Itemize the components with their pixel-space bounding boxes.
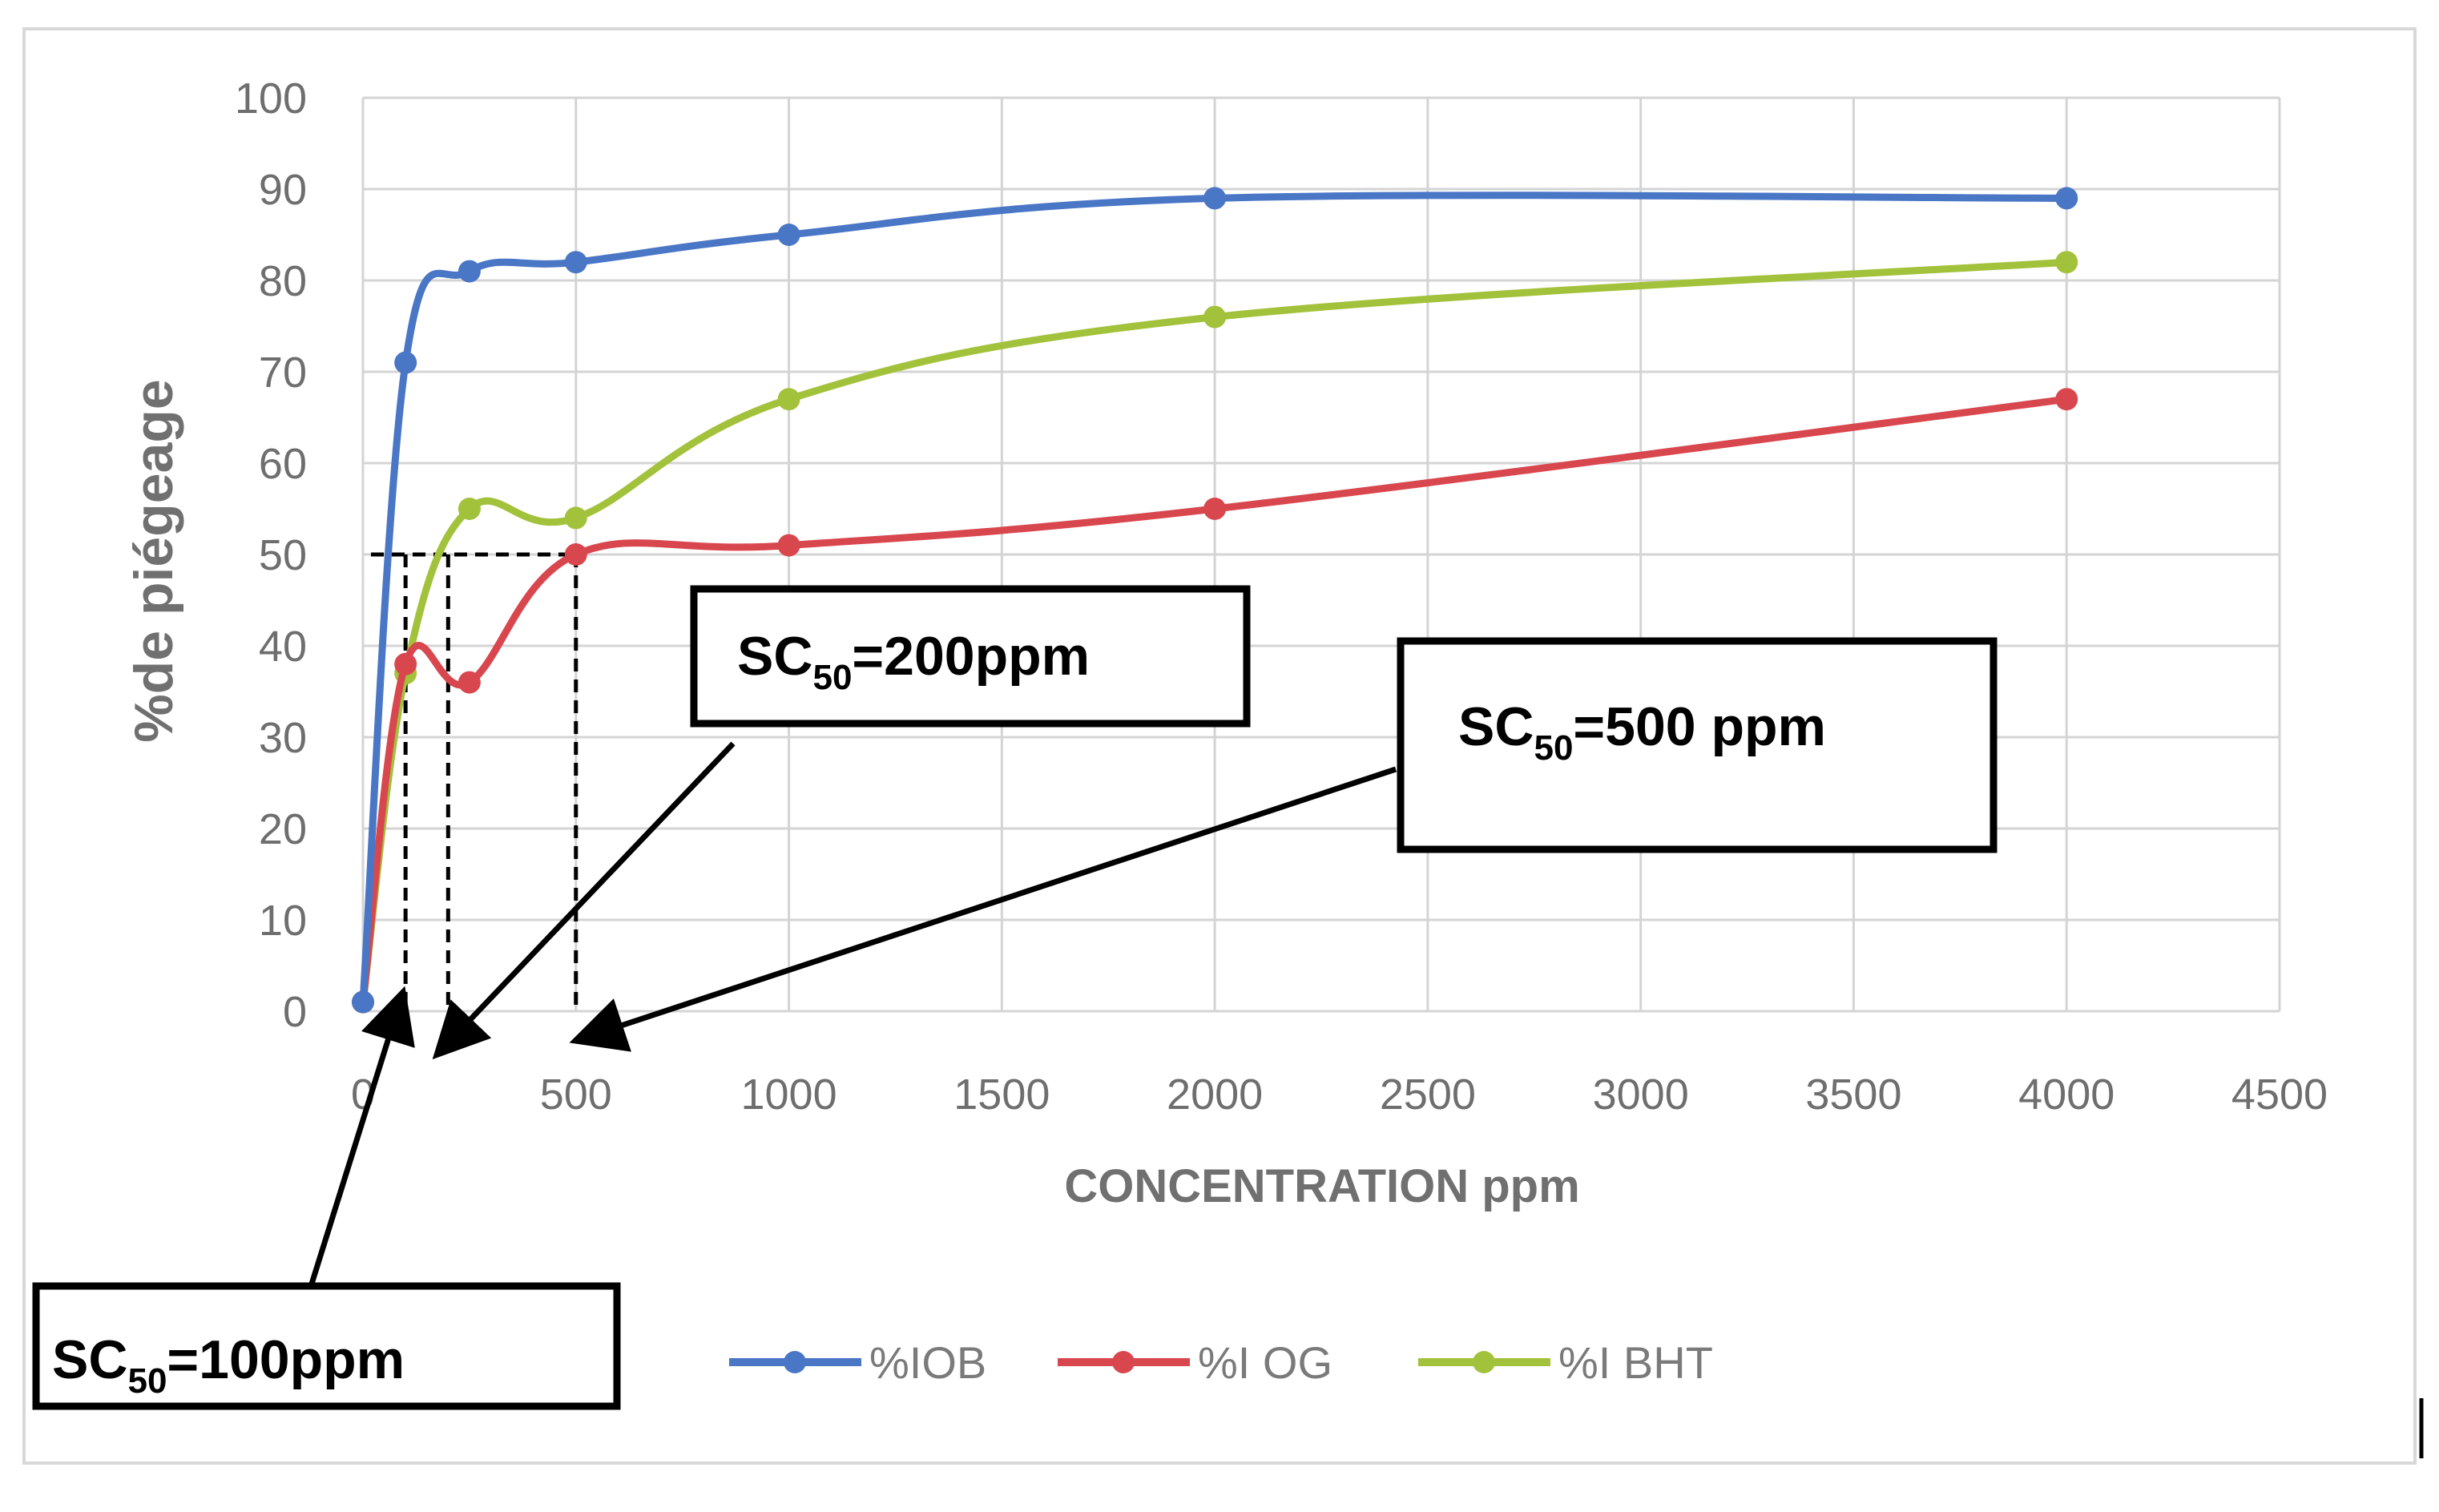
legend-label: %I OG xyxy=(1198,1337,1332,1388)
y-tick-label: 20 xyxy=(259,805,307,853)
series-line xyxy=(359,192,2070,1006)
data-point xyxy=(352,990,374,1014)
data-point xyxy=(2055,388,2078,411)
y-tick-label: 70 xyxy=(259,349,307,397)
y-tick-label: 50 xyxy=(259,531,307,579)
y-tick-label: 10 xyxy=(259,897,307,945)
annotation-arrow xyxy=(569,766,1397,1052)
x-tick-label: 3500 xyxy=(1805,1070,1901,1119)
legend: %IOB %I OG %I BHT xyxy=(729,1337,1713,1388)
x-axis-ticks: 0 500 1000 1500 2000 2500 3000 3500 4000 4500 xyxy=(351,1070,2328,1119)
data-point xyxy=(1203,498,1227,520)
y-axis-ticks: 0 10 20 30 40 50 60 70 80 90 100 xyxy=(235,75,307,1036)
y-tick-label: 0 xyxy=(283,988,307,1036)
legend-label: %IOB xyxy=(869,1337,986,1388)
y-axis-label: %de piégeage xyxy=(123,379,184,743)
legend-item-0: %IOB xyxy=(729,1337,986,1388)
data-point xyxy=(564,251,587,274)
annotation-arrow xyxy=(305,986,415,1296)
figure-border xyxy=(22,27,2417,1465)
data-point xyxy=(2055,187,2078,210)
annotation-box-sc100: SC50=100ppm xyxy=(32,1282,621,1410)
annotation-box-sc200: SC50=200ppm xyxy=(690,585,1251,728)
annotation-label: SC50=500 ppm xyxy=(1458,696,1826,768)
annotation-box-sc500: SC50=500 ppm xyxy=(1397,637,1998,853)
data-point xyxy=(2055,251,2078,274)
y-tick-label: 100 xyxy=(235,75,307,123)
annotation-box-border xyxy=(32,1282,621,1410)
annotation-label: SC50=100ppm xyxy=(52,1329,405,1401)
x-tick-label: 1500 xyxy=(953,1070,1050,1119)
data-point xyxy=(564,543,587,566)
annotation-box-border xyxy=(690,585,1251,728)
y-tick-label: 80 xyxy=(259,257,307,305)
legend-swatch-point xyxy=(1112,1351,1135,1373)
y-tick-label: 30 xyxy=(259,714,307,762)
x-tick-label: 3000 xyxy=(1593,1070,1689,1119)
data-point xyxy=(394,351,417,374)
data-point xyxy=(458,671,481,694)
legend-label: %I BHT xyxy=(1558,1337,1713,1388)
y-tick-label: 90 xyxy=(259,166,307,214)
x-tick-label: 2500 xyxy=(1380,1070,1476,1119)
legend-item-1: %I OG xyxy=(1058,1337,1332,1388)
y-tick-label: 40 xyxy=(259,623,307,671)
annotation-box-border xyxy=(1397,637,1998,853)
x-tick-label: 4500 xyxy=(2231,1070,2328,1119)
data-point xyxy=(1203,187,1227,210)
legend-swatch-point xyxy=(1473,1351,1495,1373)
data-point xyxy=(777,534,800,557)
x-tick-label: 2000 xyxy=(1167,1070,1263,1119)
x-axis-label: CONCENTRATION ppm xyxy=(1064,1160,1579,1212)
data-point xyxy=(564,506,587,530)
data-point xyxy=(777,388,800,411)
annotation-arrow xyxy=(432,741,736,1060)
annotation-label: SC50=200ppm xyxy=(737,626,1090,697)
sc50-reference-lines xyxy=(371,552,579,1011)
x-tick-label: 1000 xyxy=(740,1070,837,1119)
data-point xyxy=(458,260,481,283)
data-point xyxy=(1203,305,1227,329)
legend-swatch-point xyxy=(784,1351,806,1373)
series-layer xyxy=(352,187,2078,1014)
annotation-boxes: SC50=100ppm SC50=200ppm SC50=500 ppm xyxy=(32,585,1998,1410)
legend-item-2: %I BHT xyxy=(1418,1337,1713,1388)
x-tick-label: 4000 xyxy=(2018,1070,2114,1119)
data-point xyxy=(777,224,800,246)
data-point xyxy=(458,498,481,520)
y-tick-label: 60 xyxy=(259,440,307,488)
annotation-arrows xyxy=(305,741,1397,1296)
x-tick-label: 500 xyxy=(540,1070,612,1119)
data-point xyxy=(394,652,417,675)
